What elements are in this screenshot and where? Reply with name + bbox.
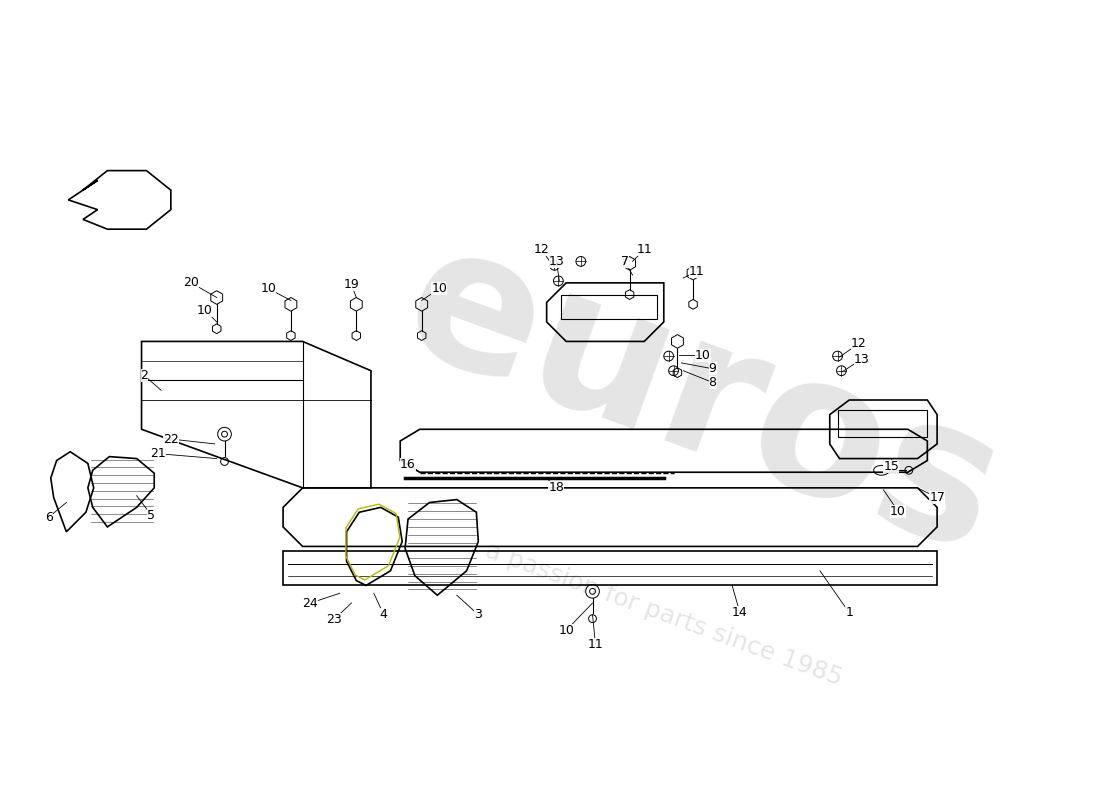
Text: a passion for parts since 1985: a passion for parts since 1985: [482, 538, 846, 690]
Text: 18: 18: [549, 482, 564, 494]
Text: 11: 11: [689, 265, 705, 278]
Text: 17: 17: [930, 491, 945, 504]
Text: 10: 10: [431, 282, 448, 295]
Text: 10: 10: [558, 624, 574, 637]
Text: 23: 23: [326, 613, 342, 626]
Bar: [561, 294, 657, 319]
Text: 21: 21: [151, 447, 166, 460]
Text: 15: 15: [883, 460, 899, 473]
Text: 4: 4: [379, 608, 387, 622]
Text: 12: 12: [534, 243, 550, 256]
Text: 13: 13: [854, 353, 870, 366]
Text: 12: 12: [851, 337, 867, 350]
Text: 22: 22: [163, 433, 178, 446]
Text: 10: 10: [261, 282, 276, 295]
Text: 10: 10: [695, 349, 711, 362]
Text: 11: 11: [637, 243, 652, 256]
Text: 14: 14: [733, 606, 748, 619]
Text: 9: 9: [708, 362, 716, 375]
Text: 10: 10: [197, 304, 213, 317]
Bar: [837, 410, 927, 437]
Text: 10: 10: [890, 505, 906, 518]
Text: 19: 19: [343, 278, 360, 291]
Text: 3: 3: [474, 608, 482, 622]
Text: 1: 1: [845, 606, 854, 619]
Text: 7: 7: [620, 255, 629, 268]
Text: 2: 2: [141, 369, 149, 382]
Text: 11: 11: [587, 638, 603, 650]
Text: 6: 6: [45, 510, 53, 524]
Text: euros: euros: [382, 206, 1024, 594]
Text: 13: 13: [549, 255, 564, 268]
Text: 16: 16: [400, 458, 416, 471]
Text: 20: 20: [184, 276, 199, 290]
Text: 5: 5: [147, 509, 155, 522]
Text: 24: 24: [302, 597, 318, 610]
Text: 8: 8: [708, 376, 716, 389]
